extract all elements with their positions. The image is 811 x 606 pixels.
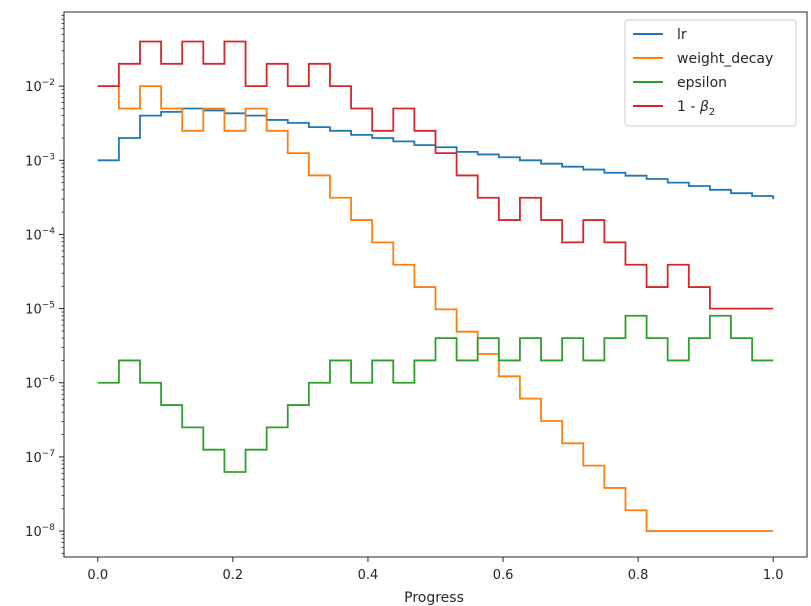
y-tick-label: 10−5 bbox=[25, 301, 55, 318]
y-tick-label: 10−3 bbox=[25, 152, 55, 169]
legend-label-subscript: 2 bbox=[709, 107, 715, 118]
legend-label-beta: β bbox=[699, 99, 709, 115]
y-tick-label: 10−4 bbox=[25, 226, 55, 243]
plot-frame bbox=[63, 11, 808, 558]
y-tick-label: 10−2 bbox=[25, 78, 55, 95]
axes-layer: 0.0 0.2 0.4 0.6 0.8 1.0 10−8 10−7 10−6 10−5 10−4 10… bbox=[25, 14, 784, 583]
y-tick-label: 10−7 bbox=[25, 449, 55, 466]
legend-label-one-minus-beta2: 1 - β2 bbox=[677, 99, 715, 118]
x-tick-label: 0.4 bbox=[358, 568, 379, 583]
series-line-1-beta2 bbox=[97, 40, 774, 310]
x-tick-label: 0.8 bbox=[628, 568, 649, 583]
y-tick-label: 10−8 bbox=[25, 523, 55, 540]
x-tick-label: 0.6 bbox=[493, 568, 514, 583]
legend-label-prefix: 1 - bbox=[677, 99, 700, 115]
x-tick-label: 0.0 bbox=[87, 568, 108, 583]
series-layer bbox=[97, 40, 775, 532]
x-axis-label: Progress bbox=[404, 590, 464, 606]
x-tick-label: 0.2 bbox=[223, 568, 244, 583]
legend-label-epsilon: epsilon bbox=[677, 75, 727, 91]
legend-label-weight-decay: weight_decay bbox=[677, 51, 773, 67]
legend-label-lr: lr bbox=[677, 27, 687, 43]
legend-box bbox=[624, 19, 797, 127]
series-line-weight-decay bbox=[97, 85, 774, 532]
series-line-epsilon bbox=[97, 314, 774, 473]
x-tick-label: 1.0 bbox=[763, 568, 784, 583]
legend: lr weight_decay epsilon 1 - β2 bbox=[624, 19, 797, 127]
y-tick-label: 10−6 bbox=[25, 375, 55, 392]
